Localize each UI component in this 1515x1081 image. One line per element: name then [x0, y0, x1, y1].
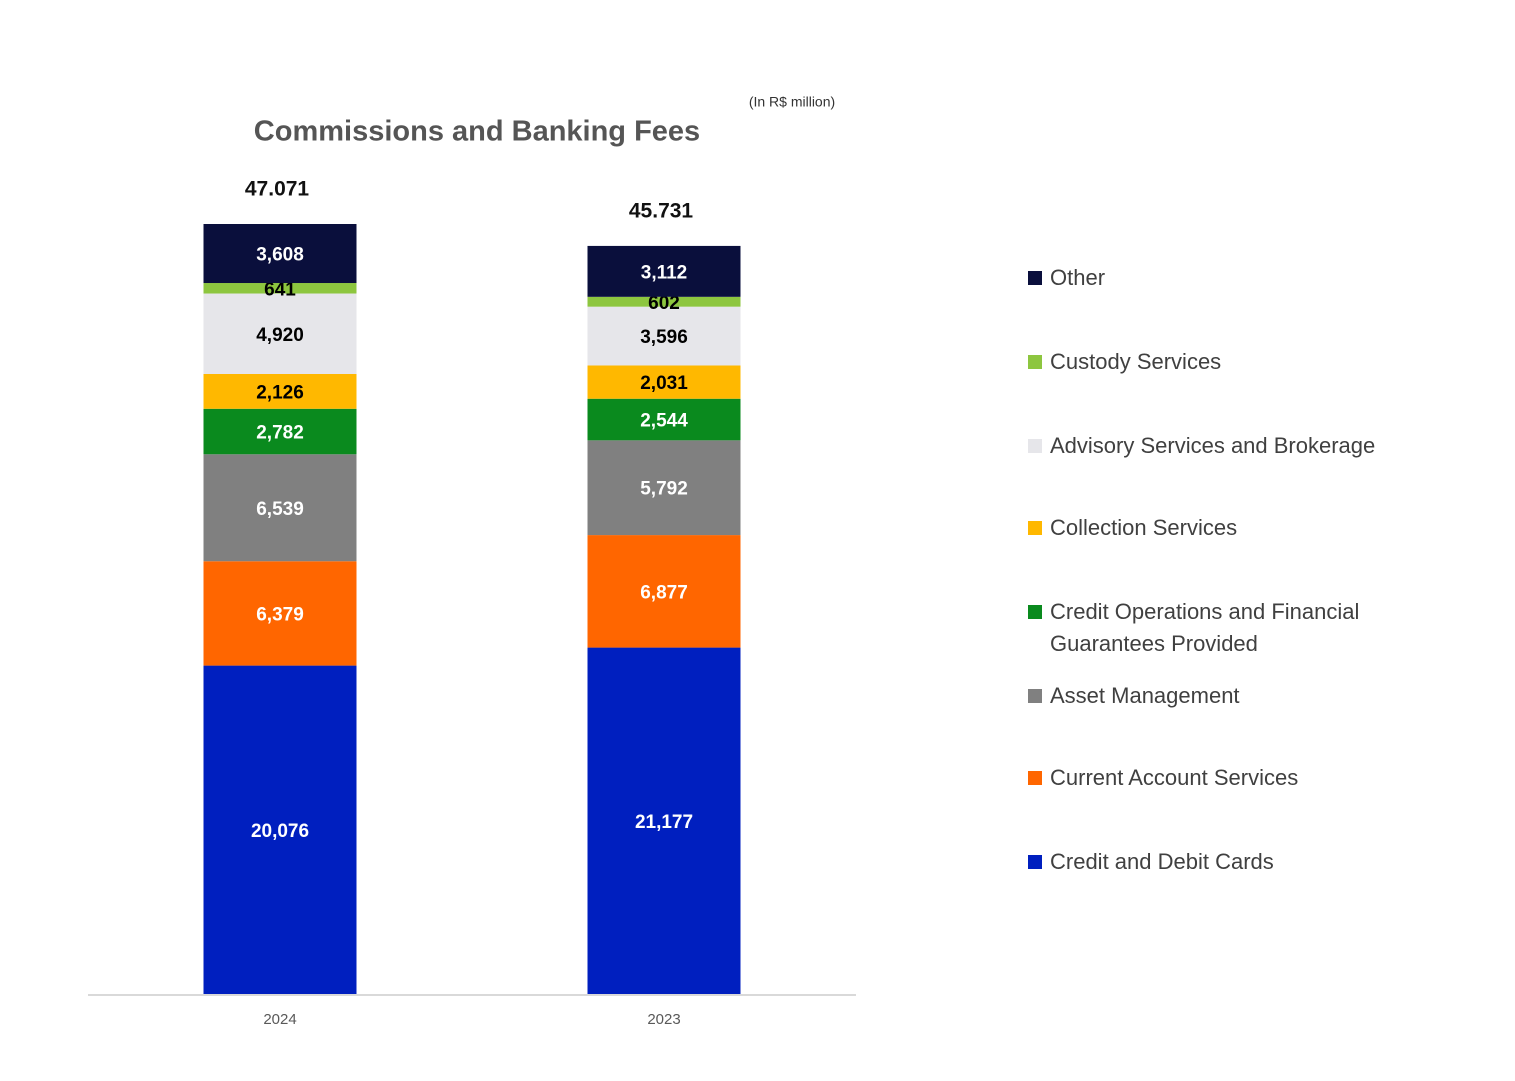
- legend-swatch: [1028, 689, 1042, 703]
- data-label: 5,792: [640, 479, 688, 500]
- x-tick-label: 2024: [263, 1011, 296, 1028]
- data-label: 2,782: [256, 423, 304, 444]
- bar-segment: [587, 296, 741, 307]
- legend-swatch: [1028, 605, 1042, 619]
- bar-segment: [203, 561, 357, 666]
- total-label: 45.731: [629, 199, 694, 222]
- data-label: 21,177: [635, 812, 693, 833]
- bar-segment: [587, 245, 741, 297]
- data-label: 6,877: [640, 582, 688, 603]
- bar-segment: [587, 365, 741, 399]
- data-label: 6,379: [256, 604, 304, 625]
- data-label: 3,608: [256, 245, 304, 266]
- data-label: 641: [264, 279, 296, 300]
- x-tick-label: 2023: [647, 1011, 680, 1028]
- bar-segment: [203, 224, 357, 284]
- legend-item: Collection Services: [1028, 512, 1428, 544]
- total-label: 47.071: [245, 178, 310, 201]
- legend-item: Advisory Services and Brokerage: [1028, 430, 1428, 462]
- data-label: 4,920: [256, 325, 304, 346]
- legend-label: Credit Operations and Financial Guarante…: [1050, 599, 1360, 656]
- legend-label: Credit and Debit Cards: [1050, 849, 1274, 874]
- legend-item: Credit and Debit Cards: [1028, 846, 1428, 878]
- legend-item: Custody Services: [1028, 346, 1428, 378]
- legend-swatch: [1028, 439, 1042, 453]
- bar-segment: [203, 408, 357, 455]
- data-label: 2,126: [256, 382, 304, 403]
- bar-segment: [203, 665, 357, 994]
- legend-swatch: [1028, 771, 1042, 785]
- data-label: 602: [648, 293, 680, 314]
- legend-label: Custody Services: [1050, 349, 1222, 374]
- legend-item: Credit Operations and Financial Guarante…: [1028, 596, 1428, 660]
- legend-item: Other: [1028, 262, 1428, 294]
- legend-label: Advisory Services and Brokerage: [1050, 433, 1376, 458]
- legend-label: Current Account Services: [1050, 765, 1299, 790]
- bar-segment: [203, 373, 357, 409]
- legend-item: Asset Management: [1028, 680, 1428, 712]
- bar-segment: [203, 293, 357, 374]
- data-label: 6,539: [256, 499, 304, 520]
- legend-swatch: [1028, 271, 1042, 285]
- legend-swatch: [1028, 855, 1042, 869]
- data-label: 20,076: [251, 821, 309, 842]
- data-label: 2,544: [640, 411, 688, 432]
- bar-segment: [587, 398, 741, 441]
- bar-segment: [203, 454, 357, 562]
- data-label: 2,031: [640, 373, 688, 394]
- legend-label: Collection Services: [1050, 515, 1238, 540]
- legend-label: Other: [1050, 265, 1106, 290]
- legend-swatch: [1028, 521, 1042, 535]
- bar-segment: [587, 535, 741, 648]
- legend-item: Current Account Services: [1028, 762, 1428, 794]
- chart-subtitle: (In R$ million): [749, 94, 835, 110]
- bar-segment: [587, 306, 741, 366]
- bar-segment: [587, 440, 741, 536]
- chart-title: Commissions and Banking Fees: [254, 116, 700, 148]
- bar-segment: [587, 647, 741, 994]
- legend-label: Asset Management: [1050, 683, 1240, 708]
- data-label: 3,596: [640, 327, 688, 348]
- legend-swatch: [1028, 355, 1042, 369]
- data-label: 3,112: [641, 262, 688, 283]
- bar-segment: [203, 283, 357, 294]
